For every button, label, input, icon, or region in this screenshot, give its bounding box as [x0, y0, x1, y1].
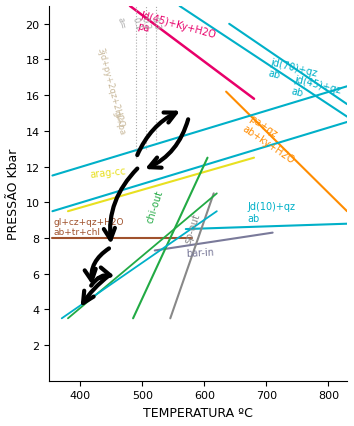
Text: gl+cz+qz+H2O
ab+tr+chl: gl+cz+qz+H2O ab+tr+chl — [53, 217, 124, 237]
Text: bar-in: bar-in — [186, 248, 215, 259]
Text: 3jd+py+2qz+2H2O: 3jd+py+2qz+2H2O — [95, 46, 125, 128]
Text: gl+pa: gl+pa — [111, 109, 126, 136]
Text: jd(70)+qz
ab: jd(70)+qz ab — [267, 57, 318, 89]
Text: jd(45)+qz
ab: jd(45)+qz ab — [290, 75, 342, 107]
Text: chi-out: chi-out — [145, 189, 165, 224]
Text: arag-cc: arag-cc — [90, 166, 127, 180]
Text: Jd(45)+Ky+H2O
pa: Jd(45)+Ky+H2O pa — [136, 11, 217, 52]
Text: a=: a= — [116, 16, 128, 30]
X-axis label: TEMPERATURA ºC: TEMPERATURA ºC — [143, 406, 253, 419]
Text: pa+qz
ab+ky+H2O: pa+qz ab+ky+H2O — [240, 114, 303, 165]
Y-axis label: PRESSÃO Kbar: PRESSÃO Kbar — [7, 148, 20, 239]
Text: Jd(10)+qz
ab: Jd(10)+qz ab — [248, 202, 296, 223]
Text: 0.1: 0.1 — [130, 16, 142, 31]
Text: 0.3: 0.3 — [150, 16, 162, 31]
Text: 0.2: 0.2 — [140, 16, 152, 31]
Text: sp-out: sp-out — [183, 212, 202, 244]
